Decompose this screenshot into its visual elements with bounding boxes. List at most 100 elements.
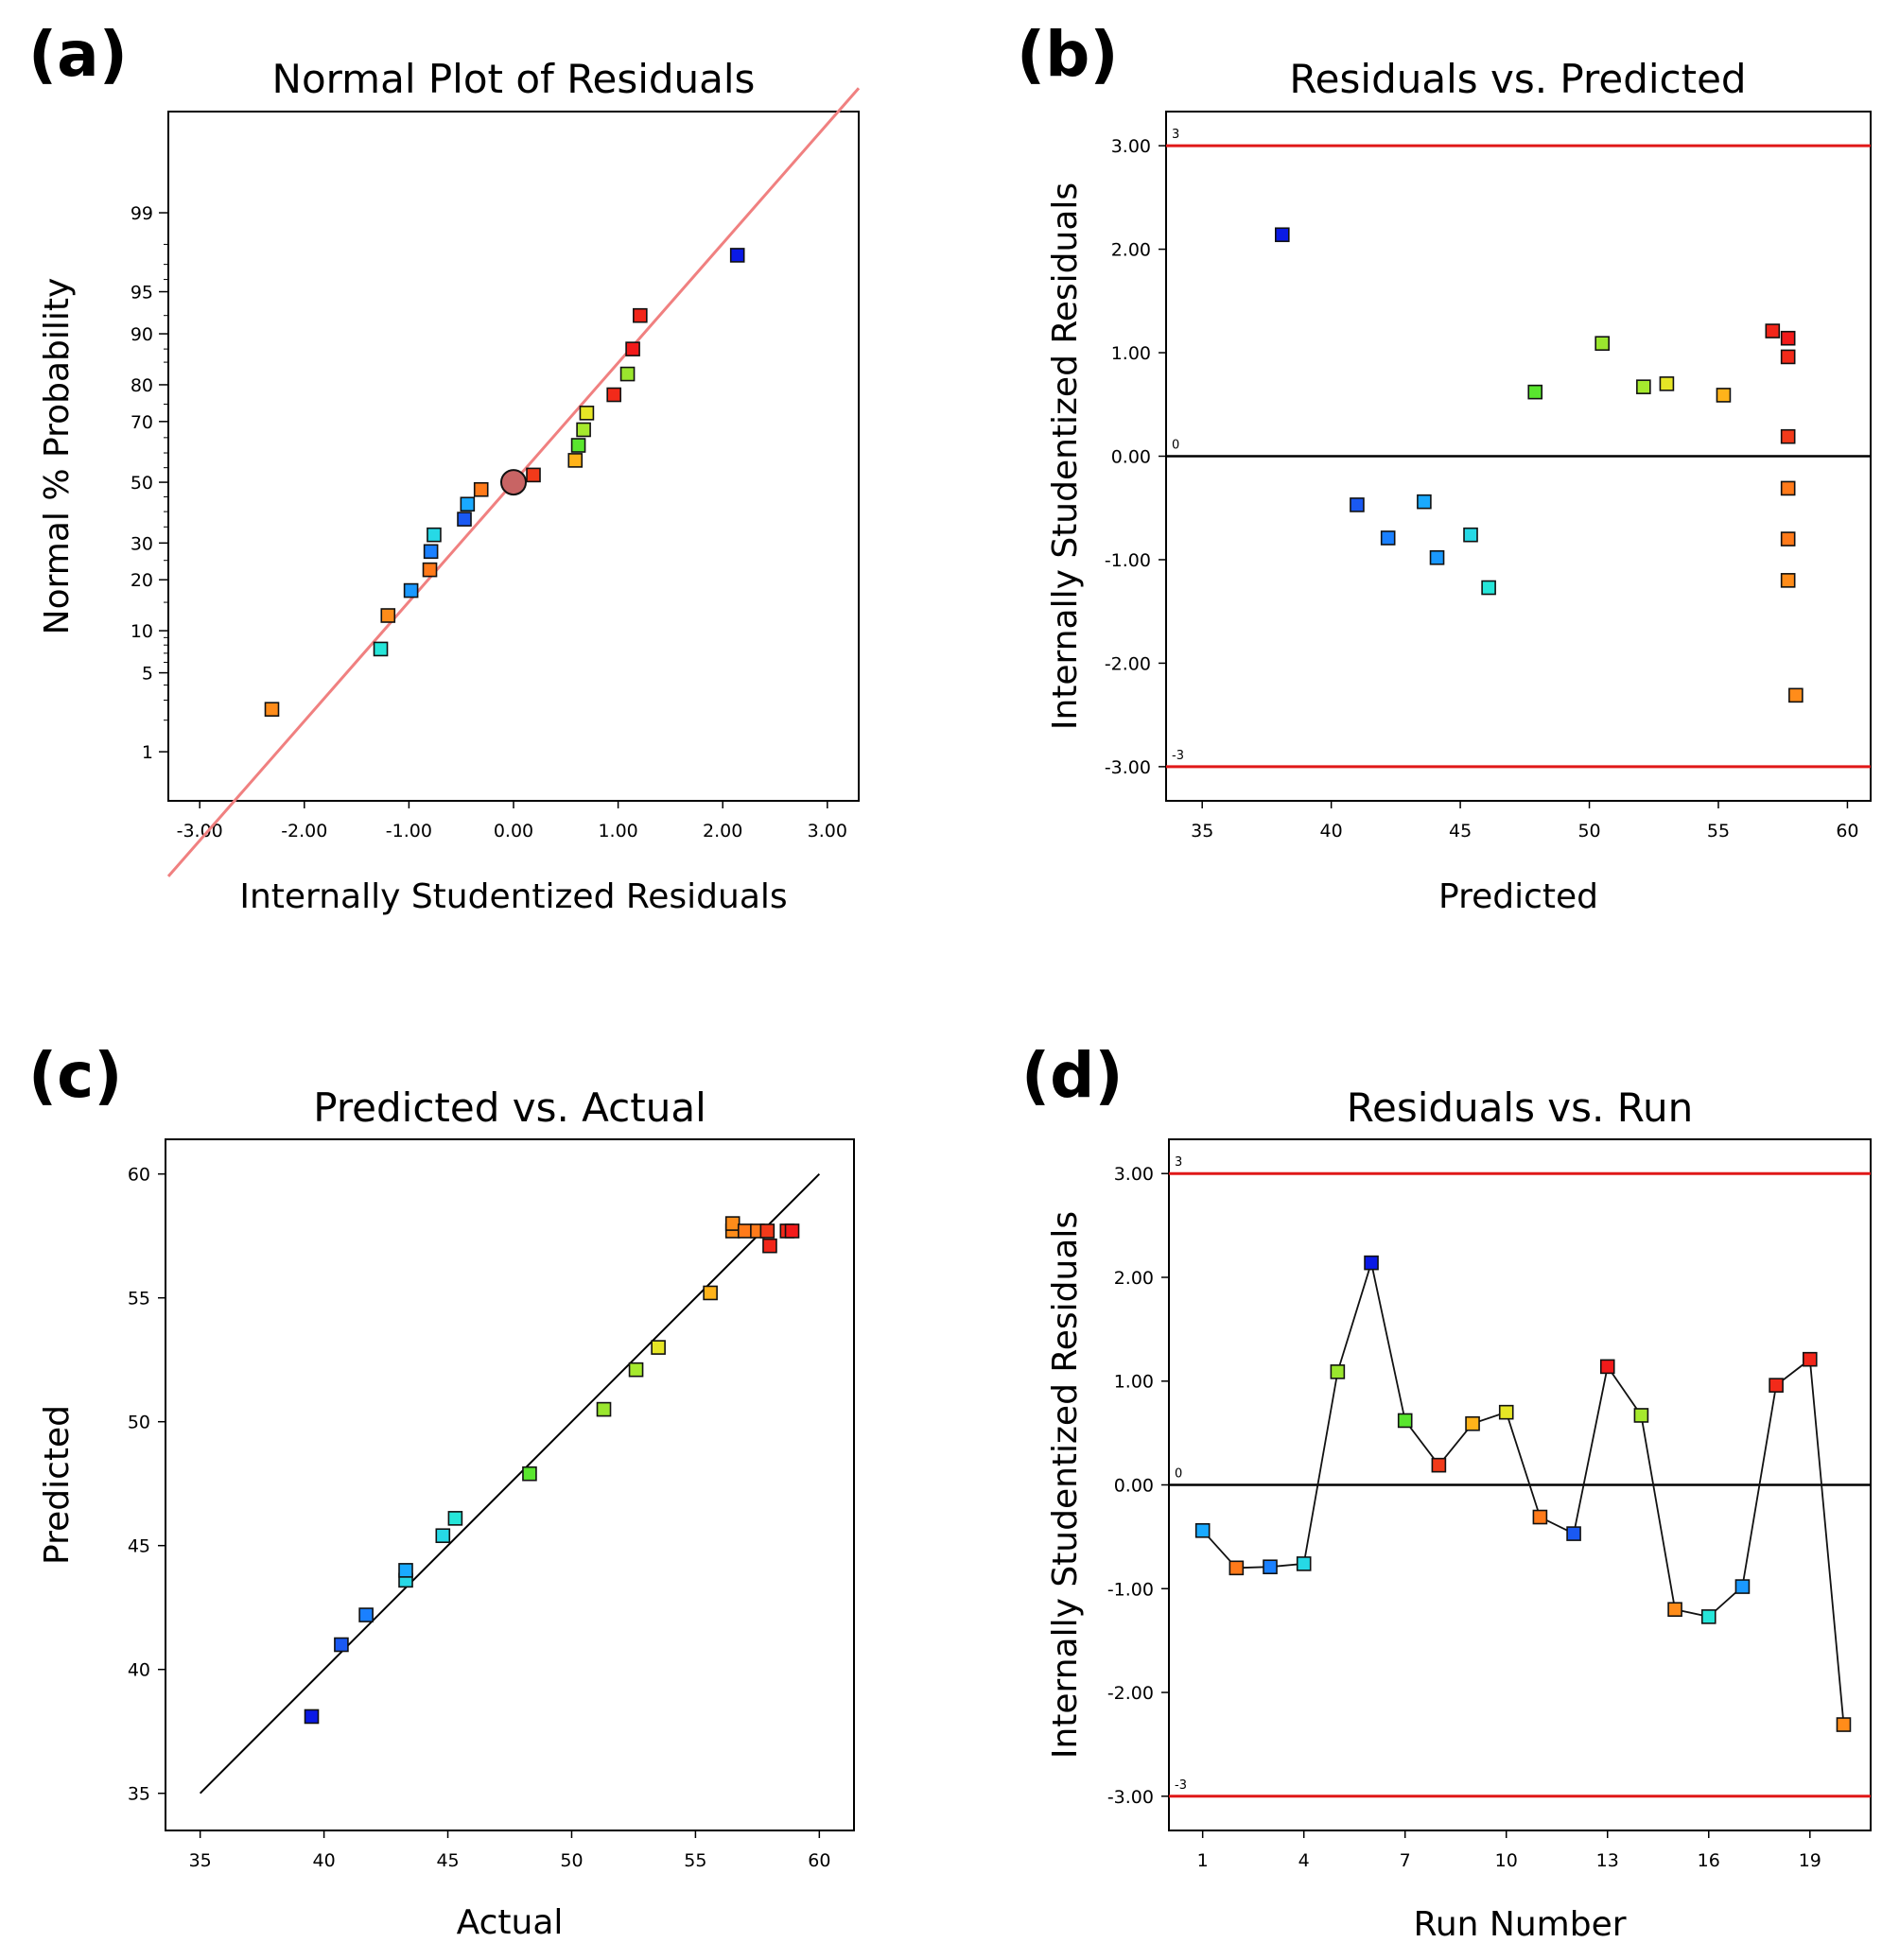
y-tick-label: -3.00 bbox=[1105, 757, 1151, 778]
y-tick-label: 0.00 bbox=[1114, 1476, 1154, 1497]
data-point bbox=[1636, 379, 1651, 394]
x-tick-label: 50 bbox=[560, 1850, 583, 1871]
y-tick-label: 55 bbox=[128, 1289, 150, 1310]
data-point bbox=[447, 1511, 463, 1526]
y-tick-label: 80 bbox=[131, 375, 153, 396]
y-tick-label: 1.00 bbox=[1111, 343, 1151, 364]
y-tick-label: 99 bbox=[131, 203, 153, 224]
chart-title: Predicted vs. Actual bbox=[313, 1084, 706, 1131]
data-point bbox=[460, 496, 476, 512]
data-point bbox=[703, 1285, 718, 1301]
y-tick-label: 50 bbox=[128, 1413, 150, 1433]
x-tick-label: 55 bbox=[684, 1850, 706, 1871]
highlight-point bbox=[500, 469, 527, 496]
plot-frame bbox=[165, 1138, 855, 1831]
x-tick-label: 45 bbox=[1449, 821, 1472, 841]
y-tick-label: 40 bbox=[128, 1660, 150, 1681]
data-point bbox=[1429, 549, 1445, 565]
data-point bbox=[1465, 1415, 1480, 1431]
x-axis-label: Run Number bbox=[1413, 1905, 1626, 1944]
chart-title: Residuals vs. Run bbox=[1347, 1084, 1694, 1131]
data-point bbox=[570, 438, 586, 453]
y-tick-label: 2.00 bbox=[1114, 1268, 1154, 1289]
x-tick-label: 2.00 bbox=[703, 821, 742, 841]
panel-a: (a) Normal Plot of Residuals Internally St… bbox=[28, 18, 861, 916]
data-point bbox=[1397, 1413, 1413, 1429]
data-point bbox=[1802, 1351, 1818, 1367]
data-point bbox=[1296, 1556, 1312, 1571]
data-point bbox=[1700, 1609, 1716, 1624]
x-tick-label: 1 bbox=[1197, 1850, 1209, 1871]
y-tick-label: 30 bbox=[131, 533, 153, 554]
data-point bbox=[1527, 384, 1543, 400]
y-tick-label: -1.00 bbox=[1105, 550, 1151, 571]
y-tick-label: 2.00 bbox=[1111, 240, 1151, 261]
y-tick-label: 3.00 bbox=[1114, 1164, 1154, 1185]
data-point bbox=[762, 1238, 777, 1254]
panel-tag: (c) bbox=[28, 1039, 122, 1112]
data-point bbox=[1780, 428, 1796, 444]
x-tick-label: 13 bbox=[1596, 1850, 1619, 1871]
y-tick-label: 1 bbox=[142, 742, 153, 763]
x-tick-label: 1.00 bbox=[598, 821, 637, 841]
data-point bbox=[1599, 1359, 1615, 1375]
x-tick-label: 60 bbox=[808, 1850, 830, 1871]
limit-line-label: 3 bbox=[1175, 1155, 1182, 1170]
data-point bbox=[1734, 1579, 1751, 1594]
y-tick-label: -1.00 bbox=[1107, 1579, 1154, 1600]
data-point bbox=[1594, 336, 1610, 351]
y-axis-label: Internally Studentized Residuals bbox=[1046, 182, 1085, 730]
data-point bbox=[264, 702, 280, 718]
data-point bbox=[1633, 1408, 1649, 1423]
data-point bbox=[784, 1223, 800, 1239]
data-point bbox=[403, 582, 419, 598]
x-axis-label: Internally Studentized Residuals bbox=[239, 877, 787, 916]
zero-line-label: 0 bbox=[1172, 439, 1179, 453]
data-point bbox=[1194, 1522, 1211, 1538]
data-point bbox=[373, 641, 389, 657]
x-tick-label: 35 bbox=[1191, 821, 1213, 841]
data-point bbox=[526, 467, 541, 483]
data-point bbox=[651, 1340, 666, 1355]
data-point bbox=[625, 341, 640, 356]
data-point bbox=[759, 1223, 775, 1239]
data-point bbox=[1263, 1559, 1278, 1575]
data-point bbox=[724, 1216, 741, 1231]
data-point bbox=[398, 1563, 413, 1578]
data-point bbox=[596, 1401, 612, 1417]
x-tick-label: 19 bbox=[1799, 1850, 1821, 1871]
data-point bbox=[1330, 1364, 1346, 1379]
x-tick-label: 40 bbox=[313, 1850, 336, 1871]
y-tick-label: 35 bbox=[128, 1784, 150, 1805]
data-point bbox=[1780, 349, 1796, 365]
limit-line-label: -3 bbox=[1172, 749, 1184, 763]
y-tick-label: 5 bbox=[142, 664, 153, 685]
x-tick-label: 55 bbox=[1707, 821, 1730, 841]
x-axis-label: Predicted bbox=[1438, 877, 1598, 916]
panel-tag: (a) bbox=[28, 18, 128, 91]
y-axis-label: Predicted bbox=[38, 1405, 77, 1565]
data-point bbox=[1836, 1717, 1852, 1732]
panel-b: (b) Residuals vs. Predicted Predicted Inter… bbox=[1017, 18, 1872, 916]
x-tick-label: 45 bbox=[436, 1850, 459, 1871]
y-tick-label: 3.00 bbox=[1111, 136, 1151, 157]
panel-d: (d) Residuals vs. Run Run Number Internally… bbox=[1021, 1039, 1872, 1944]
data-point bbox=[1769, 1378, 1784, 1393]
data-point bbox=[576, 422, 591, 438]
data-point bbox=[1780, 531, 1796, 546]
data-point bbox=[737, 1223, 753, 1239]
data-point bbox=[1532, 1509, 1548, 1525]
limit-line-label: -3 bbox=[1175, 1778, 1187, 1793]
y-axis-label: Normal % Probability bbox=[38, 278, 77, 635]
chart-title: Normal Plot of Residuals bbox=[272, 56, 756, 102]
data-point bbox=[567, 453, 584, 468]
y-tick-label: -2.00 bbox=[1107, 1683, 1154, 1704]
y-tick-label: -3.00 bbox=[1107, 1787, 1154, 1808]
data-point bbox=[334, 1637, 349, 1653]
zero-line-label: 0 bbox=[1175, 1467, 1182, 1482]
data-point bbox=[457, 512, 472, 527]
x-tick-label: -2.00 bbox=[281, 821, 327, 841]
chart-title: Residuals vs. Predicted bbox=[1289, 56, 1746, 102]
y-tick-label: -2.00 bbox=[1105, 653, 1151, 674]
y-tick-label: 45 bbox=[128, 1536, 150, 1557]
